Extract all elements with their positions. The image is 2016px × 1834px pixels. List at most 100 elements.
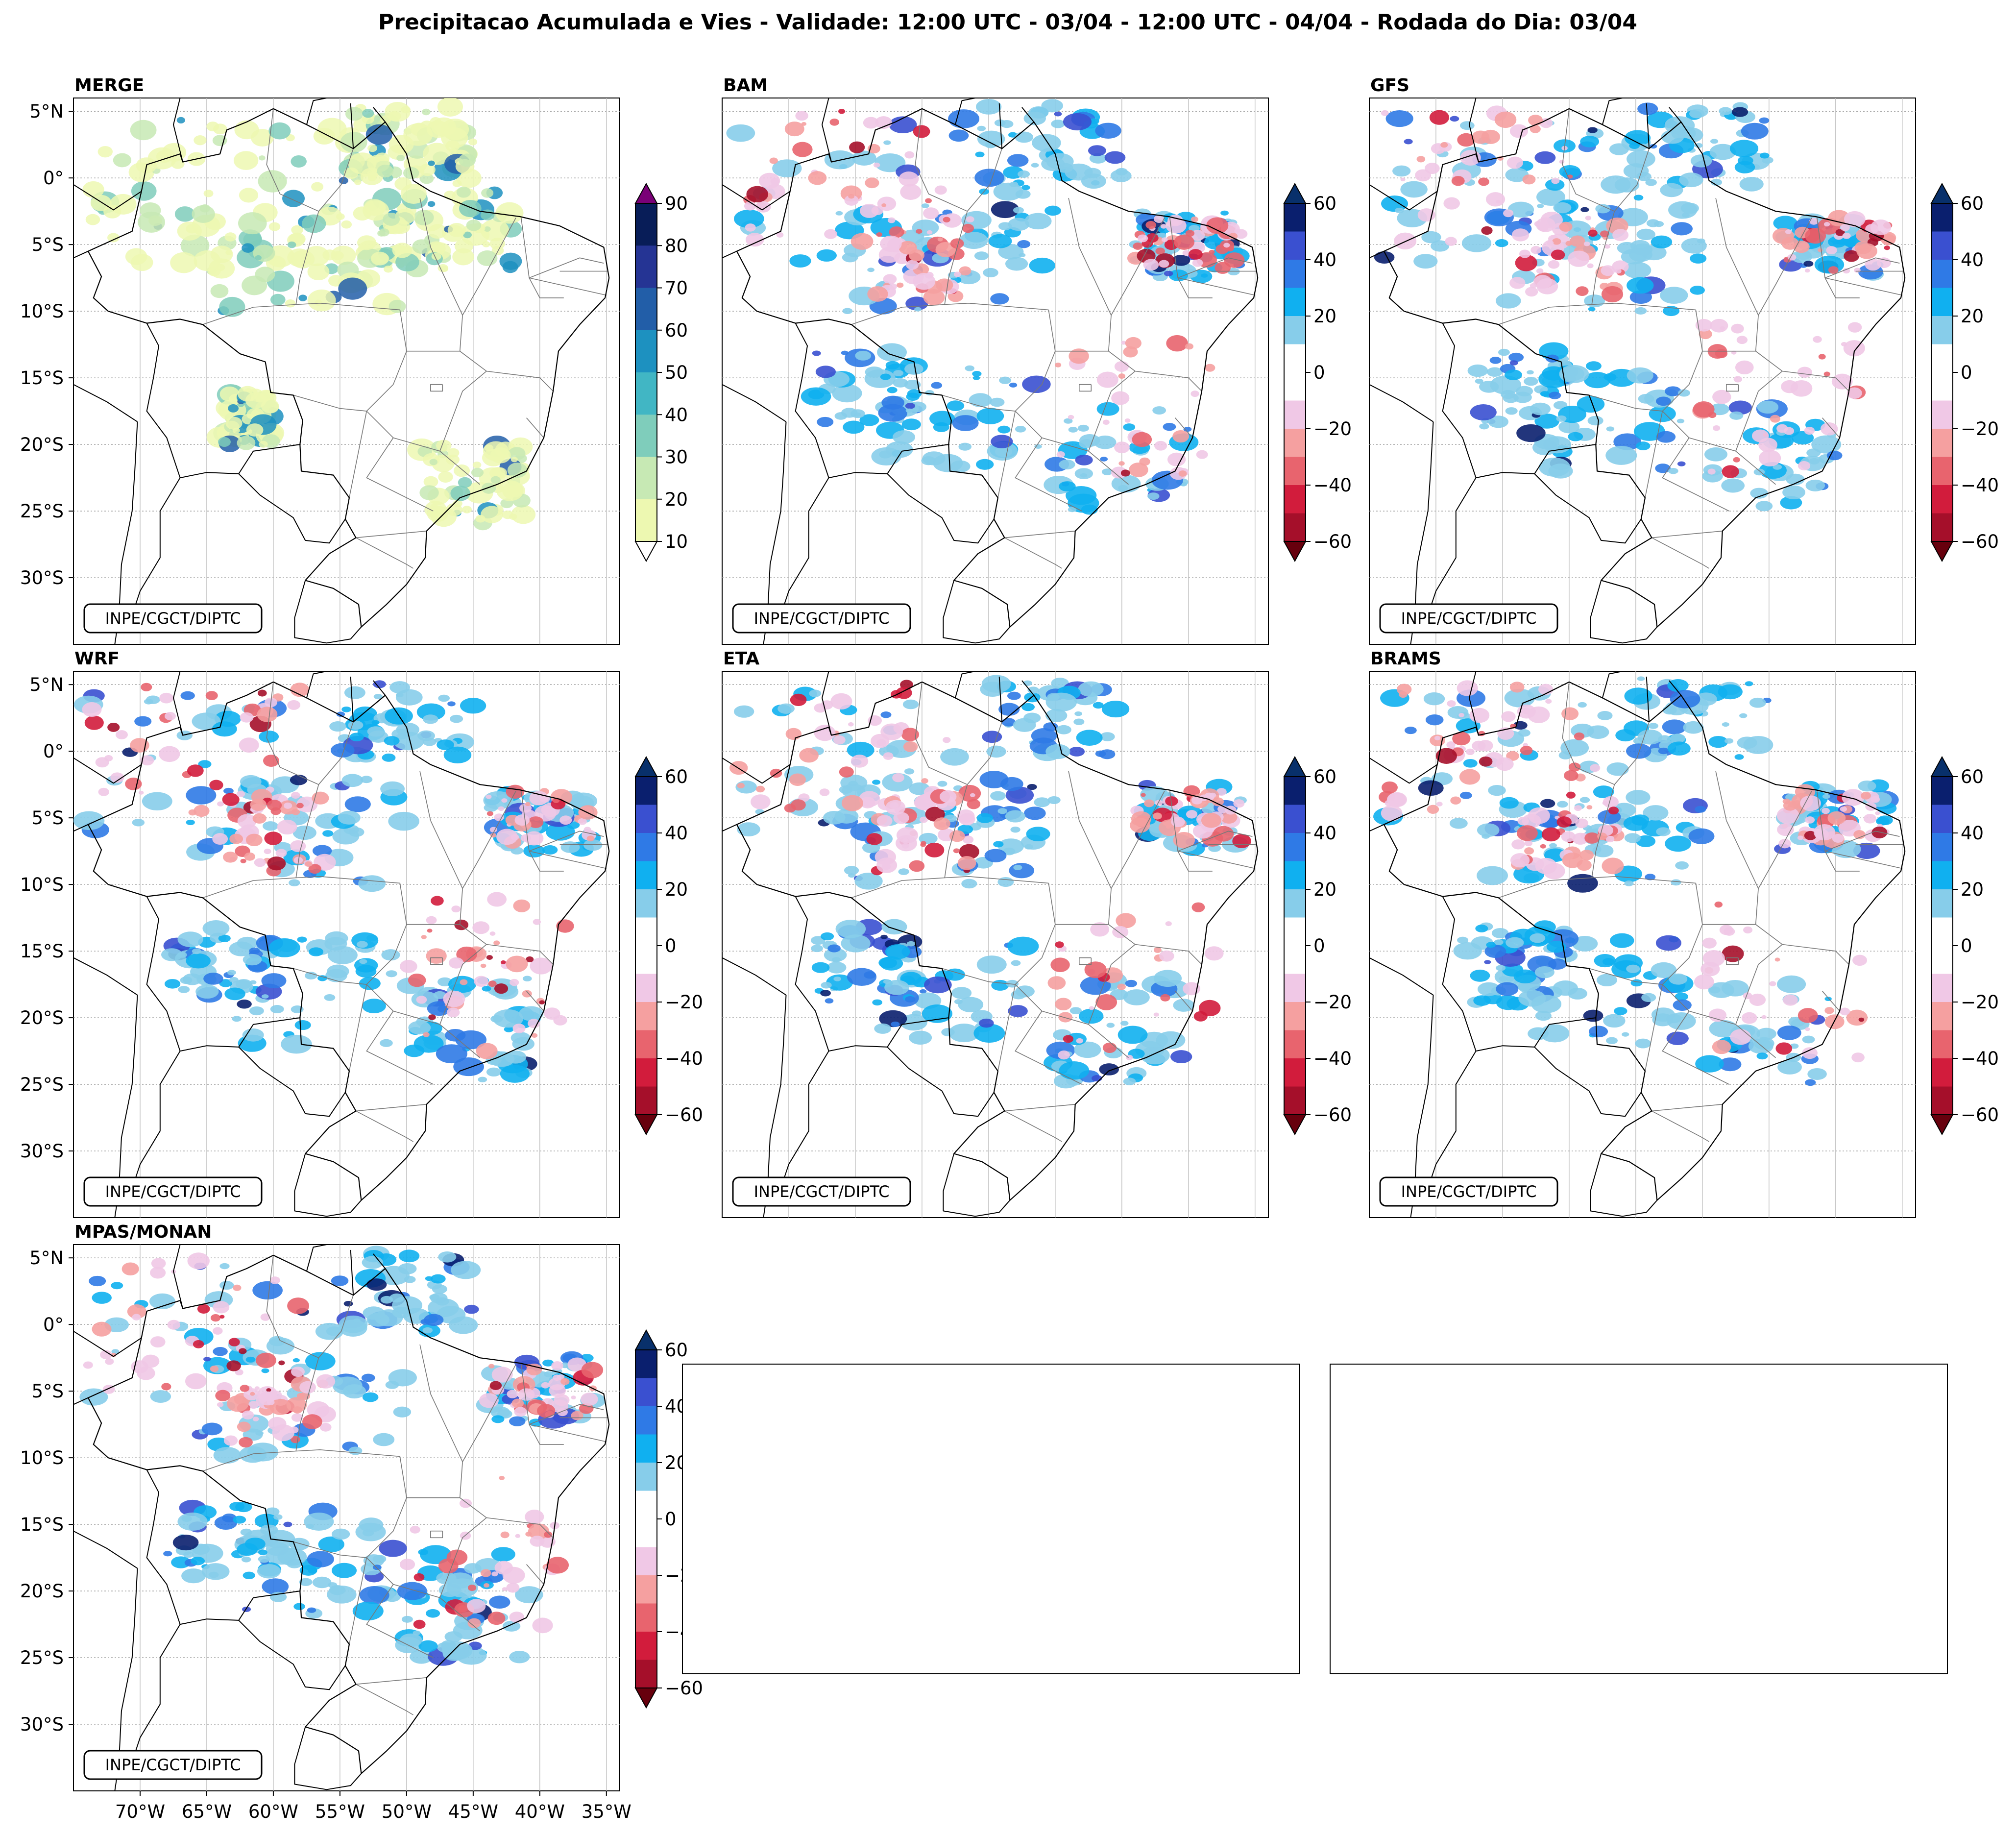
bias-negative-cell <box>1714 901 1723 908</box>
colorbar-tick-label: −20 <box>1313 992 1352 1013</box>
colorbar-tick-label: 0 <box>665 935 677 956</box>
bias-positive-cell <box>202 920 230 937</box>
bias-positive-cell <box>322 830 334 837</box>
bias-negative-cell <box>1781 380 1798 393</box>
bias-positive-cell <box>436 1044 467 1064</box>
bias-positive-cell <box>178 986 190 993</box>
bias-negative-cell <box>291 1367 305 1377</box>
bias-negative-cell <box>1559 221 1573 232</box>
bias-negative-cell <box>1561 707 1579 720</box>
bias-positive-cell <box>132 819 145 827</box>
bias-negative-cell <box>1736 336 1748 344</box>
bias-positive-cell <box>1449 818 1468 829</box>
colorbar-tick-label: 40 <box>1313 823 1336 844</box>
bias-positive-cell <box>186 786 217 805</box>
bias-positive-cell <box>874 153 906 172</box>
bias-negative-cell <box>84 715 104 730</box>
bias-negative-cell <box>467 1618 481 1628</box>
state-border <box>1817 218 1860 298</box>
precip-cell <box>475 514 486 523</box>
bias-positive-cell <box>1073 718 1085 725</box>
colorbar-segment <box>1931 1002 1953 1030</box>
bias-positive-cell <box>1790 1043 1799 1049</box>
state-border <box>521 218 564 298</box>
precip-cell <box>176 117 185 123</box>
bias-positive-cell <box>73 811 105 831</box>
bias-positive-cell <box>1015 426 1026 433</box>
precip-cell <box>422 108 431 116</box>
bias-positive-cell <box>1805 479 1825 491</box>
bias-positive-cell <box>1617 242 1637 254</box>
precip-cell <box>298 294 307 301</box>
precip-cell <box>495 202 524 224</box>
bias-negative-cell <box>484 1583 489 1588</box>
colorbar-segment <box>1931 805 1953 833</box>
bias-positive-cell <box>1539 1024 1570 1043</box>
lat-tick-label: 20°S <box>20 1007 64 1028</box>
bias-negative-cell <box>493 940 500 946</box>
credit-label: INPE/CGCT/DIPTC <box>1401 609 1537 628</box>
colorbar-segment <box>1284 889 1306 918</box>
bias-positive-cell <box>1096 402 1119 416</box>
colorbar-segment <box>1931 833 1953 861</box>
bias-negative-cell <box>1166 218 1187 234</box>
bias-positive-cell <box>1504 688 1535 708</box>
colorbar-segment <box>635 1660 657 1688</box>
bias-positive-cell <box>1669 973 1688 985</box>
bias-positive-cell <box>1140 786 1168 804</box>
bias-negative-cell <box>278 1360 285 1366</box>
bias-positive-cell <box>1059 481 1076 492</box>
bias-positive-cell <box>510 1032 531 1044</box>
bias-negative-cell <box>1457 133 1475 147</box>
bias-negative-cell <box>1204 946 1224 961</box>
bias-positive-cell <box>824 948 847 962</box>
bias-positive-cell <box>1739 713 1748 718</box>
precip-cell <box>481 483 496 494</box>
precip-cell <box>489 467 506 480</box>
bias-negative-cell <box>1601 286 1624 303</box>
bias-positive-cell <box>1074 468 1093 479</box>
bias-negative-cell <box>223 1435 238 1446</box>
bias-negative-cell <box>1524 840 1533 847</box>
bias-negative-cell <box>446 1549 468 1565</box>
bias-negative-cell <box>1233 799 1245 808</box>
colorbar-segment <box>1931 974 1953 1003</box>
bias-negative-cell <box>1155 247 1165 255</box>
colorbar-segment <box>635 1575 657 1604</box>
bias-negative-cell <box>479 1393 499 1408</box>
state-border <box>1735 944 1783 1025</box>
bias-positive-cell <box>380 781 405 797</box>
bias-negative-cell <box>524 831 544 846</box>
bias-negative-cell <box>127 1304 146 1319</box>
state-border <box>419 197 431 247</box>
bias-positive-cell <box>381 949 400 961</box>
bias-negative-cell <box>255 1352 276 1369</box>
bias-positive-cell <box>344 686 365 699</box>
bias-negative-cell <box>491 1571 498 1577</box>
colorbar-tick-label: −60 <box>1313 1104 1352 1125</box>
lat-tick-label: 5°S <box>31 234 64 255</box>
bias-positive-cell <box>258 1555 270 1563</box>
lat-tick-label: 25°S <box>20 1074 64 1095</box>
colorbar-extend-high <box>1930 756 1954 777</box>
bias-positive-cell <box>1147 492 1160 500</box>
bias-positive-cell <box>1168 269 1189 281</box>
bias-negative-cell <box>1528 807 1550 824</box>
bias-positive-cell <box>1668 467 1678 474</box>
bias-positive-cell <box>1531 995 1562 1013</box>
bias-negative-cell <box>1552 238 1561 245</box>
empty-axes <box>1330 1364 1948 1674</box>
bias-negative-cell <box>1112 926 1129 938</box>
bias-negative-cell <box>1715 349 1728 359</box>
colorbar-segment <box>1931 429 1953 457</box>
bias-positive-cell <box>201 1422 222 1436</box>
bias-positive-cell <box>905 403 916 409</box>
bias-positive-cell <box>1615 729 1636 742</box>
bias-negative-cell <box>515 1534 521 1538</box>
bias-positive-cell <box>243 954 262 966</box>
state-border <box>1015 438 1082 512</box>
bias-positive-cell <box>1496 965 1506 971</box>
bias-positive-cell <box>436 1306 466 1324</box>
bias-positive-cell <box>901 418 921 431</box>
bias-positive-cell <box>1027 783 1037 790</box>
